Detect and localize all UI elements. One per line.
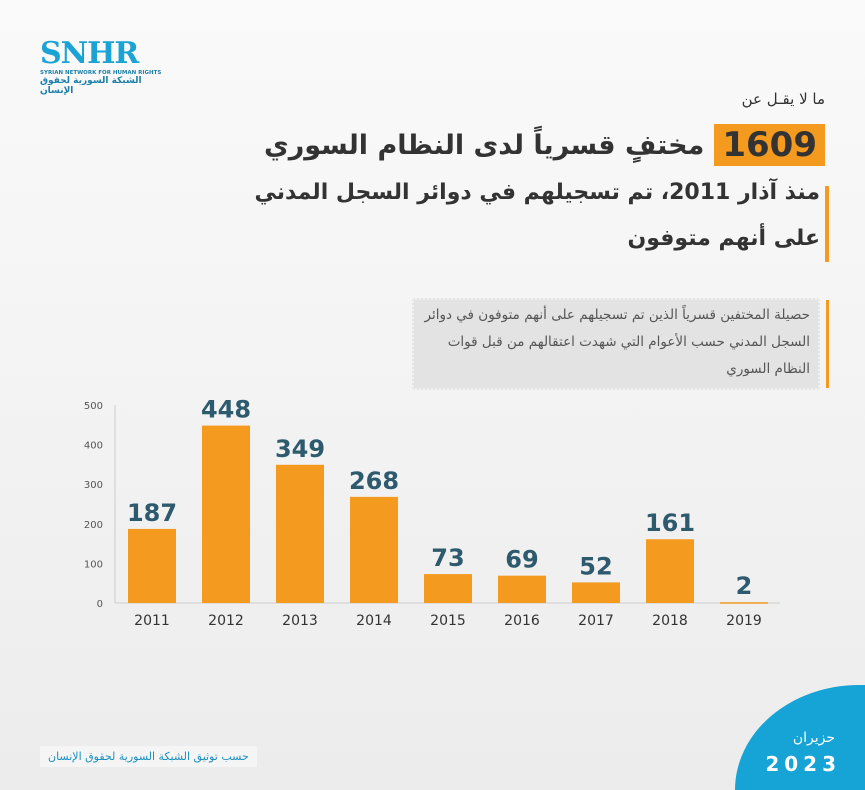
headline-line1: 1609 مختفٍ قسرياً لدى النظام السوري (264, 124, 825, 166)
x-tick-label: 2011 (134, 613, 170, 629)
headline-text: مختفٍ قسرياً لدى النظام السوري (263, 129, 705, 161)
bar (720, 602, 768, 604)
snhr-logo: SNHR SYRIAN NETWORK FOR HUMAN RIGHTS الش… (40, 36, 170, 97)
chart-description: حصيلة المختفين قسرياً الذين تم تسجيلهم ع… (412, 298, 820, 390)
x-tick-label: 2013 (282, 613, 318, 629)
data-label: 69 (505, 546, 538, 574)
accent-bar (826, 300, 829, 388)
logo-arabic: الشبكة السورية لحقوق الإنسان (40, 76, 142, 96)
y-tick-label: 400 (84, 441, 103, 452)
data-label: 73 (431, 544, 464, 572)
x-tick-label: 2018 (652, 613, 688, 629)
x-tick-label: 2016 (504, 613, 540, 629)
data-label: 349 (275, 435, 325, 463)
bar (128, 528, 176, 603)
bar (498, 575, 546, 603)
y-tick-label: 500 (84, 401, 103, 412)
x-tick-label: 2012 (208, 613, 244, 629)
y-tick-label: 200 (84, 520, 103, 531)
x-tick-label: 2014 (356, 613, 392, 629)
date-year: 2023 (765, 752, 841, 776)
bar (424, 574, 472, 603)
data-label: 268 (349, 467, 399, 495)
data-label: 187 (127, 499, 177, 527)
y-tick-label: 100 (84, 559, 103, 570)
y-tick-label: 300 (84, 480, 103, 491)
bar (350, 496, 398, 603)
logo-mark: SNHR (40, 36, 139, 71)
headline-number: 1609 (714, 124, 825, 166)
headline-line3: على أنهم متوفون (627, 226, 820, 251)
bar (202, 425, 250, 603)
bar-chart: 0 100 200 300 400 500 187 2011 448 2012 349 2013 268… (84, 396, 780, 629)
data-label: 448 (201, 396, 251, 424)
headline-pre: ما لا يقـل عن (741, 90, 825, 108)
x-tick-label: 2019 (726, 613, 762, 629)
bar (276, 464, 324, 603)
date-month: حزيران (792, 730, 835, 746)
headline-line2: منذ آذار 2011، تم تسجيلهم في دوائر السجل… (254, 180, 820, 205)
logo-english: SYRIAN NETWORK FOR HUMAN RIGHTS (40, 70, 162, 76)
bar (572, 582, 620, 603)
data-label: 2 (736, 572, 753, 600)
bar (646, 539, 694, 603)
x-tick-label: 2015 (430, 613, 466, 629)
x-tick-label: 2017 (578, 613, 614, 629)
y-tick-label: 0 (97, 599, 103, 610)
data-label: 52 (579, 552, 612, 580)
source-note: حسب توثيق الشبكة السورية لحقوق الإنسان (40, 746, 257, 767)
data-label: 161 (645, 509, 695, 537)
accent-bar (825, 186, 829, 262)
